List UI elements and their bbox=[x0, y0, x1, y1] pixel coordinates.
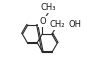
Text: O: O bbox=[39, 17, 46, 26]
Text: CH₂: CH₂ bbox=[50, 20, 65, 29]
Text: OH: OH bbox=[68, 20, 81, 29]
Text: CH₃: CH₃ bbox=[41, 3, 56, 12]
